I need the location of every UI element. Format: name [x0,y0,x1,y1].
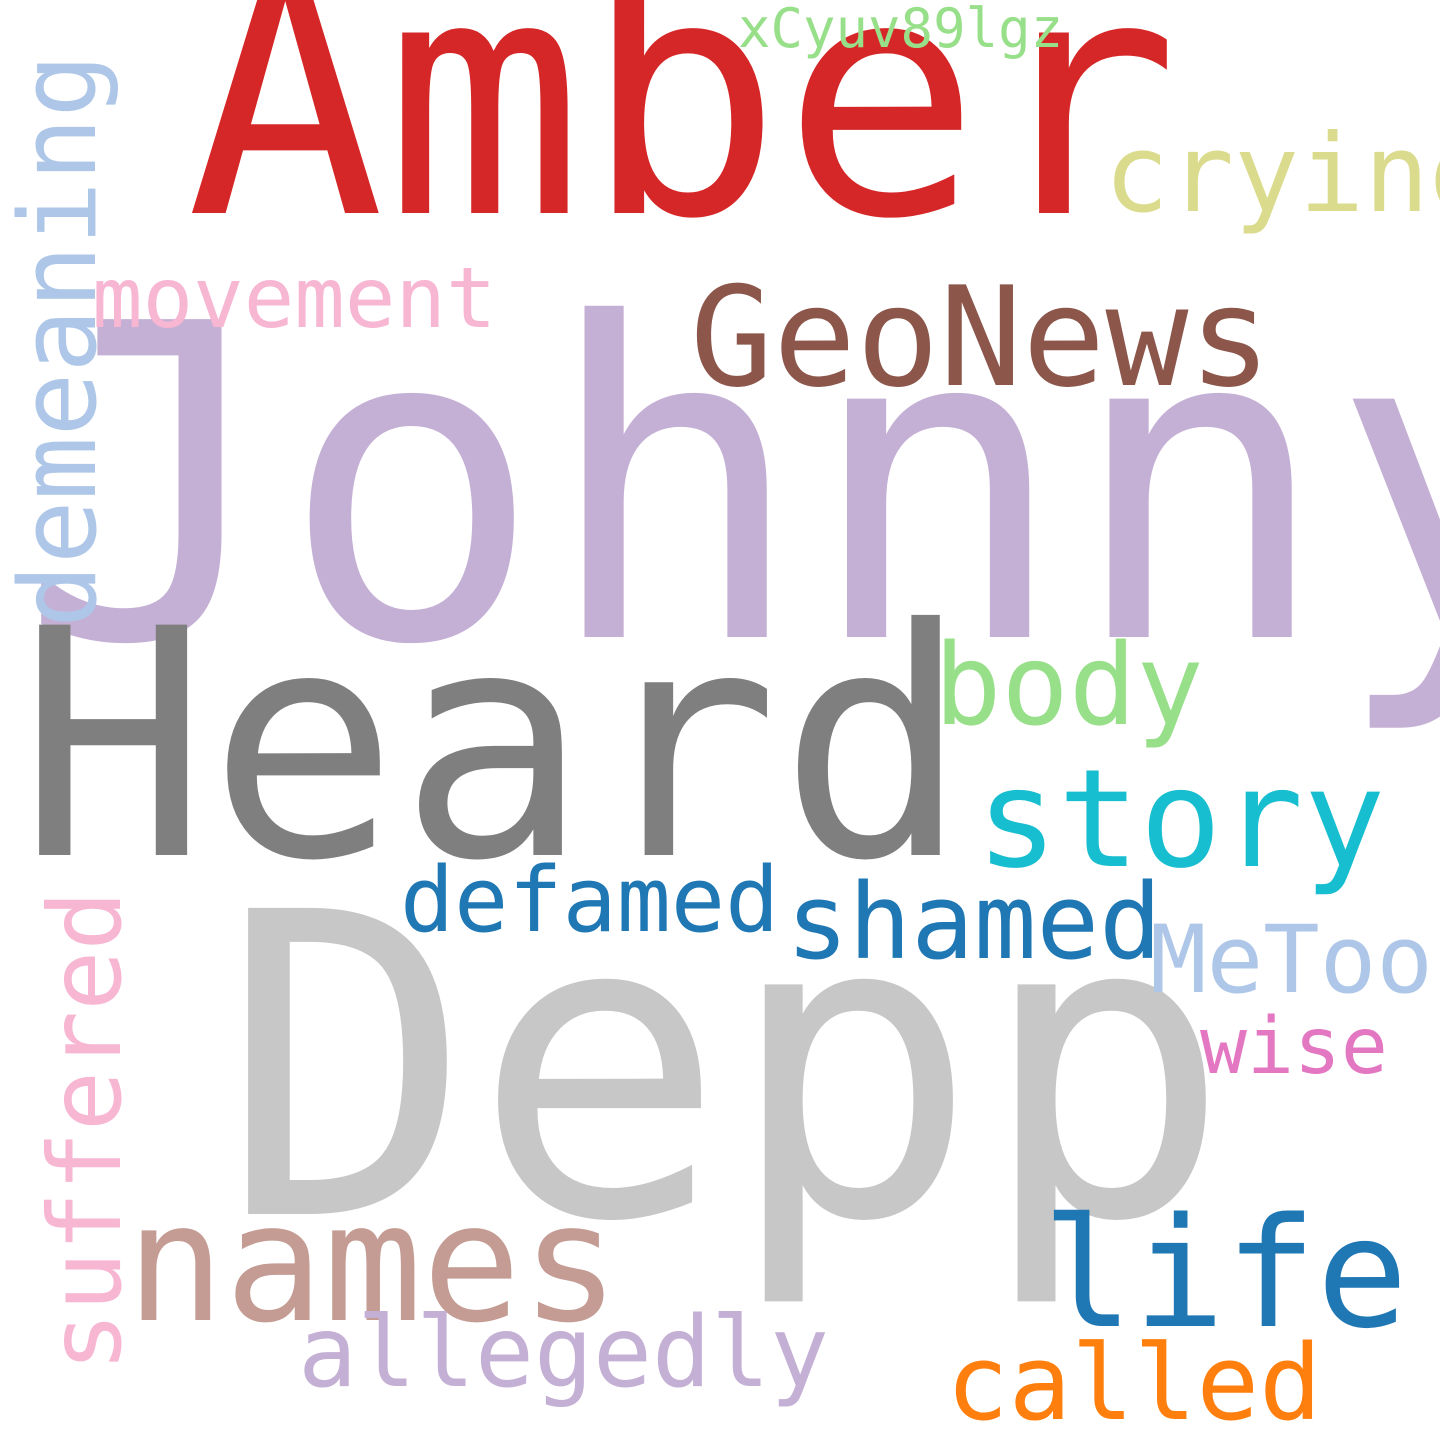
word-wise: wise [1200,1002,1388,1092]
word-heard: Heard [18,562,970,930]
word-allegedly: allegedly [298,1296,830,1410]
word-movement: movement [92,249,497,347]
word-depp: Depp [220,825,1232,1314]
word-story: story [976,741,1386,899]
word-defamed: defamed [400,848,780,953]
word-called: called [946,1322,1322,1440]
word-crying: crying [1104,112,1440,237]
word-body: body [934,621,1204,751]
word-amber: Amber [186,0,1180,291]
word-shamed: shamed [786,861,1162,983]
word-xcyuv89lgz: xCyuv89lgz [738,0,1064,60]
word-names: names [126,1168,620,1359]
word-demeaning: demeaning [0,53,120,628]
word-life: life [1042,1185,1409,1362]
word-metoo: MeToo [1150,906,1433,1015]
word-johnny: Johnny [18,232,1440,740]
word-geonews: GeoNews [690,257,1272,418]
word-suffered: suffered [27,890,144,1372]
